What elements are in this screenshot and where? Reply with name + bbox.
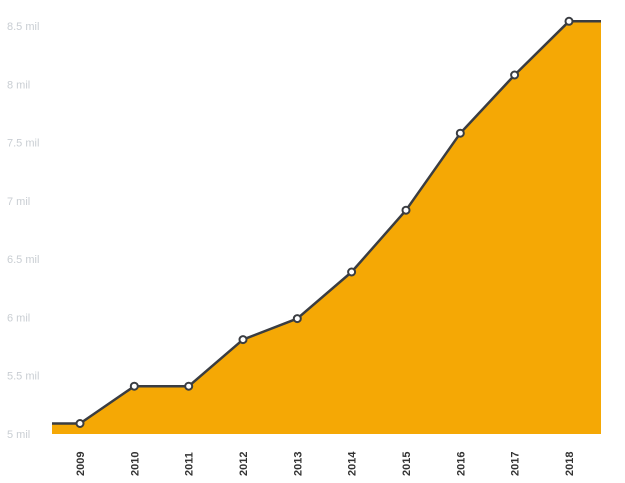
area-fill bbox=[52, 21, 601, 435]
x-tick-label: 2011 bbox=[184, 452, 196, 476]
x-tick-label: 2018 bbox=[564, 452, 576, 476]
data-point[interactable] bbox=[564, 16, 574, 26]
x-axis-ticks: 2009 2010 2011 2012 2013 2014 2015 2016 2017 2018 bbox=[75, 451, 576, 476]
x-tick-label: 2009 bbox=[75, 452, 87, 476]
x-tick-label: 2010 bbox=[129, 452, 141, 476]
data-point[interactable] bbox=[129, 381, 139, 391]
y-tick-label: 6 mil bbox=[7, 312, 30, 324]
x-tick-label: 2015 bbox=[401, 452, 413, 476]
x-tick-label: 2017 bbox=[510, 452, 522, 476]
y-axis-ticks: 5 mil 5.5 mil 6 mil 6.5 mil 7 mil 7.5 mil 8 mi… bbox=[7, 21, 39, 441]
data-points bbox=[75, 16, 574, 428]
data-point[interactable] bbox=[401, 205, 411, 215]
y-tick-label: 8.5 mil bbox=[7, 21, 39, 33]
y-tick-label: 7 mil bbox=[7, 196, 30, 208]
x-tick-label: 2014 bbox=[347, 451, 359, 476]
data-point[interactable] bbox=[292, 314, 302, 324]
x-tick-label: 2013 bbox=[292, 452, 304, 476]
data-point[interactable] bbox=[184, 381, 194, 391]
data-point[interactable] bbox=[75, 419, 85, 428]
y-tick-label: 6.5 mil bbox=[7, 254, 39, 266]
x-tick-label: 2016 bbox=[455, 452, 467, 476]
y-tick-label: 7.5 mil bbox=[7, 138, 39, 150]
data-point[interactable] bbox=[347, 267, 357, 277]
x-tick-label: 2012 bbox=[238, 452, 250, 476]
y-tick-label: 8 mil bbox=[7, 79, 30, 91]
series-line bbox=[52, 20, 601, 425]
y-tick-label: 5 mil bbox=[7, 429, 30, 441]
data-point[interactable] bbox=[238, 335, 248, 345]
data-point[interactable] bbox=[510, 70, 520, 80]
data-point[interactable] bbox=[455, 128, 465, 138]
y-tick-label: 5.5 mil bbox=[7, 371, 39, 383]
